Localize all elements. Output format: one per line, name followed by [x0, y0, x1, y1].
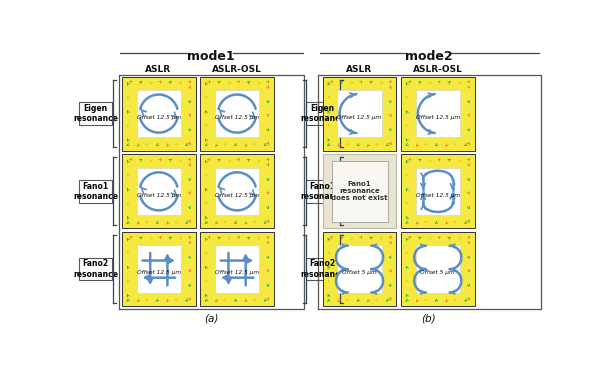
- Text: Offset 12.5 μm: Offset 12.5 μm: [416, 115, 460, 120]
- Bar: [215, 168, 259, 215]
- Bar: [137, 245, 181, 293]
- Text: Fano1
resonance: Fano1 resonance: [73, 182, 118, 201]
- Bar: [416, 90, 460, 137]
- Text: Fano2
resonance: Fano2 resonance: [73, 259, 118, 279]
- Bar: [122, 154, 196, 228]
- Bar: [137, 90, 181, 137]
- Text: Offset 12.5 μm: Offset 12.5 μm: [338, 115, 382, 120]
- Text: Offset 12.5 μm: Offset 12.5 μm: [137, 115, 181, 120]
- Text: Offset 12.5 μm: Offset 12.5 μm: [416, 193, 460, 197]
- Text: Offset 5 μm: Offset 5 μm: [420, 270, 455, 275]
- Text: ASLR: ASLR: [146, 65, 172, 73]
- Bar: [215, 90, 259, 137]
- Bar: [122, 232, 196, 306]
- FancyBboxPatch shape: [306, 258, 339, 280]
- Text: mode1: mode1: [187, 50, 235, 63]
- Text: ASLR-OSL: ASLR-OSL: [212, 65, 262, 73]
- Bar: [401, 77, 475, 151]
- Bar: [122, 77, 196, 151]
- FancyBboxPatch shape: [306, 180, 339, 203]
- Bar: [201, 154, 274, 228]
- Bar: [416, 245, 460, 293]
- Text: ASLR: ASLR: [346, 65, 372, 73]
- Bar: [323, 154, 396, 228]
- Text: Offset 12.5 μm: Offset 12.5 μm: [137, 270, 181, 275]
- FancyBboxPatch shape: [306, 103, 339, 125]
- Bar: [416, 168, 460, 215]
- Text: Eigen
resonance: Eigen resonance: [73, 104, 118, 123]
- FancyBboxPatch shape: [79, 103, 112, 125]
- Bar: [338, 90, 382, 137]
- Text: Offset 12.5 μm: Offset 12.5 μm: [215, 115, 259, 120]
- Text: (a): (a): [204, 313, 218, 323]
- Text: (b): (b): [422, 313, 436, 323]
- Text: ASLR-OSL: ASLR-OSL: [413, 65, 463, 73]
- Bar: [137, 168, 181, 215]
- Bar: [201, 77, 274, 151]
- Text: Offset 12.5 μm: Offset 12.5 μm: [137, 193, 181, 197]
- FancyBboxPatch shape: [79, 180, 112, 203]
- Bar: [332, 161, 388, 222]
- Text: mode2: mode2: [405, 50, 453, 63]
- Bar: [338, 245, 382, 293]
- Text: Offset 12.5 μm: Offset 12.5 μm: [215, 270, 259, 275]
- Bar: [215, 245, 259, 293]
- Text: Eigen
resonance: Eigen resonance: [300, 104, 345, 123]
- Bar: [401, 154, 475, 228]
- Text: Fano1
resonance: Fano1 resonance: [300, 182, 345, 201]
- Text: Fano1
resonance
does not exist: Fano1 resonance does not exist: [331, 181, 388, 201]
- Bar: [401, 232, 475, 306]
- Text: Offset 5 μm: Offset 5 μm: [342, 270, 377, 275]
- FancyBboxPatch shape: [79, 258, 112, 280]
- Bar: [323, 77, 396, 151]
- Text: Fano2
resonance: Fano2 resonance: [300, 259, 345, 279]
- Bar: [201, 232, 274, 306]
- Bar: [323, 232, 396, 306]
- Text: Offset 12.5 μm: Offset 12.5 μm: [215, 193, 259, 197]
